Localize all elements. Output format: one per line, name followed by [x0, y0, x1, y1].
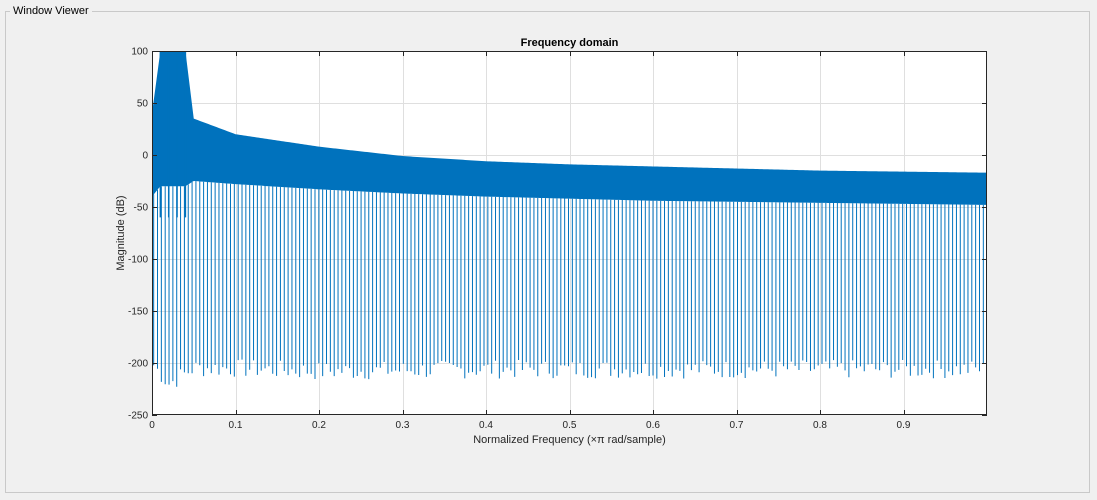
magnitude-nulls — [153, 181, 984, 387]
magnitude-band — [152, 51, 987, 205]
x-tick-label: 0.6 — [646, 420, 660, 431]
x-tick-label: 0 — [149, 420, 155, 431]
x-tick-label: 0.1 — [229, 420, 243, 431]
y-tick-label: 0 — [142, 151, 148, 162]
y-tick-label: -250 — [128, 411, 148, 422]
tick-marks — [152, 51, 987, 416]
window-viewer-panel — [5, 11, 1090, 493]
x-axis-label: Normalized Frequency (×π rad/sample) — [473, 434, 666, 446]
x-tick-label: 0.7 — [730, 420, 744, 431]
x-tick-label: 0.8 — [813, 420, 827, 431]
chart-title: Frequency domain — [521, 37, 619, 49]
x-tick-label: 0.9 — [897, 420, 911, 431]
y-tick-label: 100 — [131, 47, 148, 58]
data-series — [152, 51, 987, 387]
y-tick-labels: -250 -200 -150 -100 -50 0 50 100 — [128, 47, 148, 422]
x-tick-labels: 0 0.1 0.2 0.3 0.4 0.5 0.6 0.7 0.8 0.9 — [149, 420, 911, 431]
y-tick-label: -50 — [134, 203, 149, 214]
plot-border — [152, 51, 987, 415]
y-tick-label: -200 — [128, 359, 148, 370]
y-tick-label: -150 — [128, 307, 148, 318]
y-tick-label: 50 — [137, 99, 149, 110]
plot-area — [152, 51, 987, 415]
x-tick-label: 0.2 — [312, 420, 326, 431]
y-axis-label: Magnitude (dB) — [115, 195, 127, 270]
x-tick-label: 0.4 — [479, 420, 493, 431]
y-tick-label: -100 — [128, 255, 148, 266]
x-tick-label: 0.3 — [396, 420, 410, 431]
x-tick-label: 0.5 — [563, 420, 577, 431]
panel-title: Window Viewer — [10, 4, 92, 18]
